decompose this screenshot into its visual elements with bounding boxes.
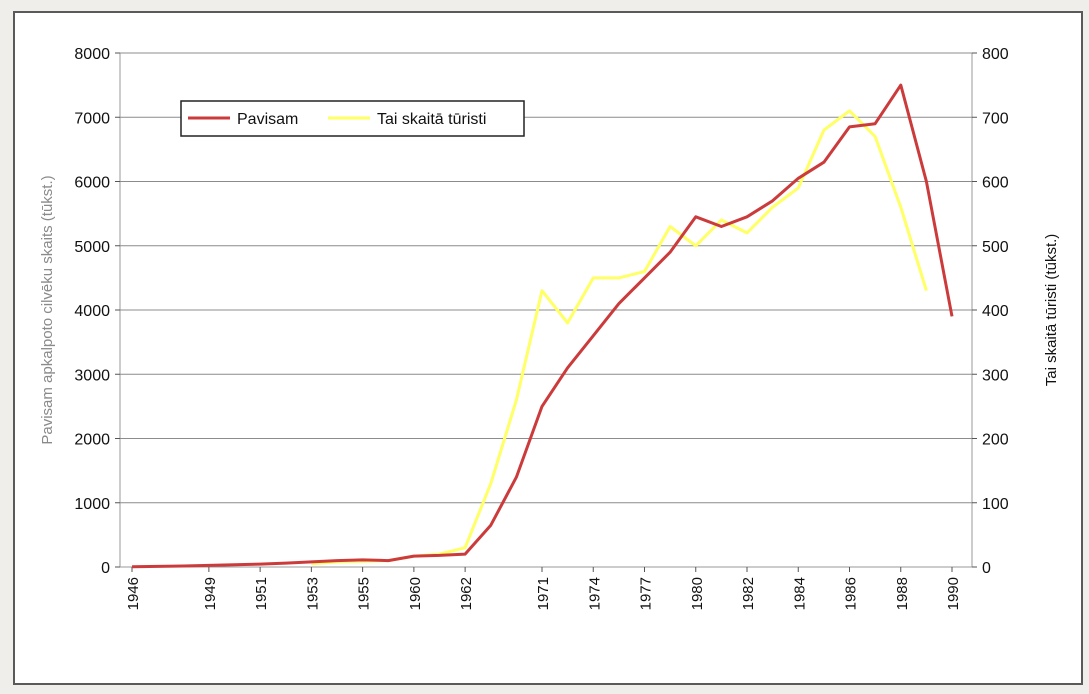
right-tick-label: 500 — [982, 239, 1009, 256]
left-axis-label: Pavisam apkalpoto cilvēku skaits (tūkst.… — [39, 175, 56, 444]
left-tick-label: 3000 — [74, 367, 110, 384]
left-tick-label: 4000 — [74, 303, 110, 320]
right-tick-label: 700 — [982, 110, 1009, 127]
x-tick-label: 1980 — [689, 577, 706, 610]
right-tick-label: 0 — [982, 560, 991, 577]
left-tick-label: 8000 — [74, 46, 110, 63]
x-tick-label: 1971 — [535, 577, 552, 610]
right-axis-ticks: 0 100 200 300 400 500 600 700 800 — [972, 46, 1009, 577]
x-tick-label: 1990 — [945, 577, 962, 610]
x-tick-label: 1986 — [843, 577, 860, 610]
right-tick-label: 200 — [982, 432, 1009, 449]
x-tick-label: 1984 — [791, 577, 808, 610]
left-tick-label: 0 — [101, 560, 110, 577]
x-tick-label: 1977 — [638, 577, 655, 610]
x-tick-label: 1962 — [458, 577, 475, 610]
legend: Pavisam Tai skaitā tūristi — [180, 100, 525, 137]
gridlines — [120, 52, 972, 504]
legend-label-pavisam: Pavisam — [237, 111, 298, 128]
right-tick-label: 300 — [982, 367, 1009, 384]
series-lines — [131, 83, 954, 569]
x-tick-label: 1949 — [202, 577, 219, 610]
x-tick-label: 1953 — [304, 577, 321, 610]
right-tick-label: 400 — [982, 303, 1009, 320]
left-tick-label: 5000 — [74, 239, 110, 256]
right-tick-label: 800 — [982, 46, 1009, 63]
left-tick-label: 2000 — [74, 432, 110, 449]
legend-label-turisti: Tai skaitā tūristi — [377, 111, 486, 128]
left-axis-ticks: 0 1000 2000 3000 4000 5000 6000 7000 8000 — [74, 46, 120, 577]
right-tick-label: 100 — [982, 496, 1009, 513]
x-tick-label: 1982 — [740, 577, 757, 610]
x-tick-label: 1974 — [586, 577, 603, 610]
right-tick-label: 600 — [982, 175, 1009, 192]
x-tick-label: 1946 — [125, 577, 142, 610]
x-tick-label: 1960 — [407, 577, 424, 610]
left-tick-label: 7000 — [74, 110, 110, 127]
x-tick-label: 1988 — [894, 577, 911, 610]
left-tick-label: 1000 — [74, 496, 110, 513]
left-tick-label: 6000 — [74, 175, 110, 192]
x-tick-label: 1955 — [356, 577, 373, 610]
x-axis-ticks: 1946 1949 1951 1953 1955 1960 1962 1971 1974 1977… — [125, 567, 962, 610]
right-axis-label: Tai skaitā tūristi (tūkst.) — [1043, 234, 1060, 387]
x-tick-label: 1951 — [253, 577, 270, 610]
series-line-pavisam — [131, 83, 954, 569]
